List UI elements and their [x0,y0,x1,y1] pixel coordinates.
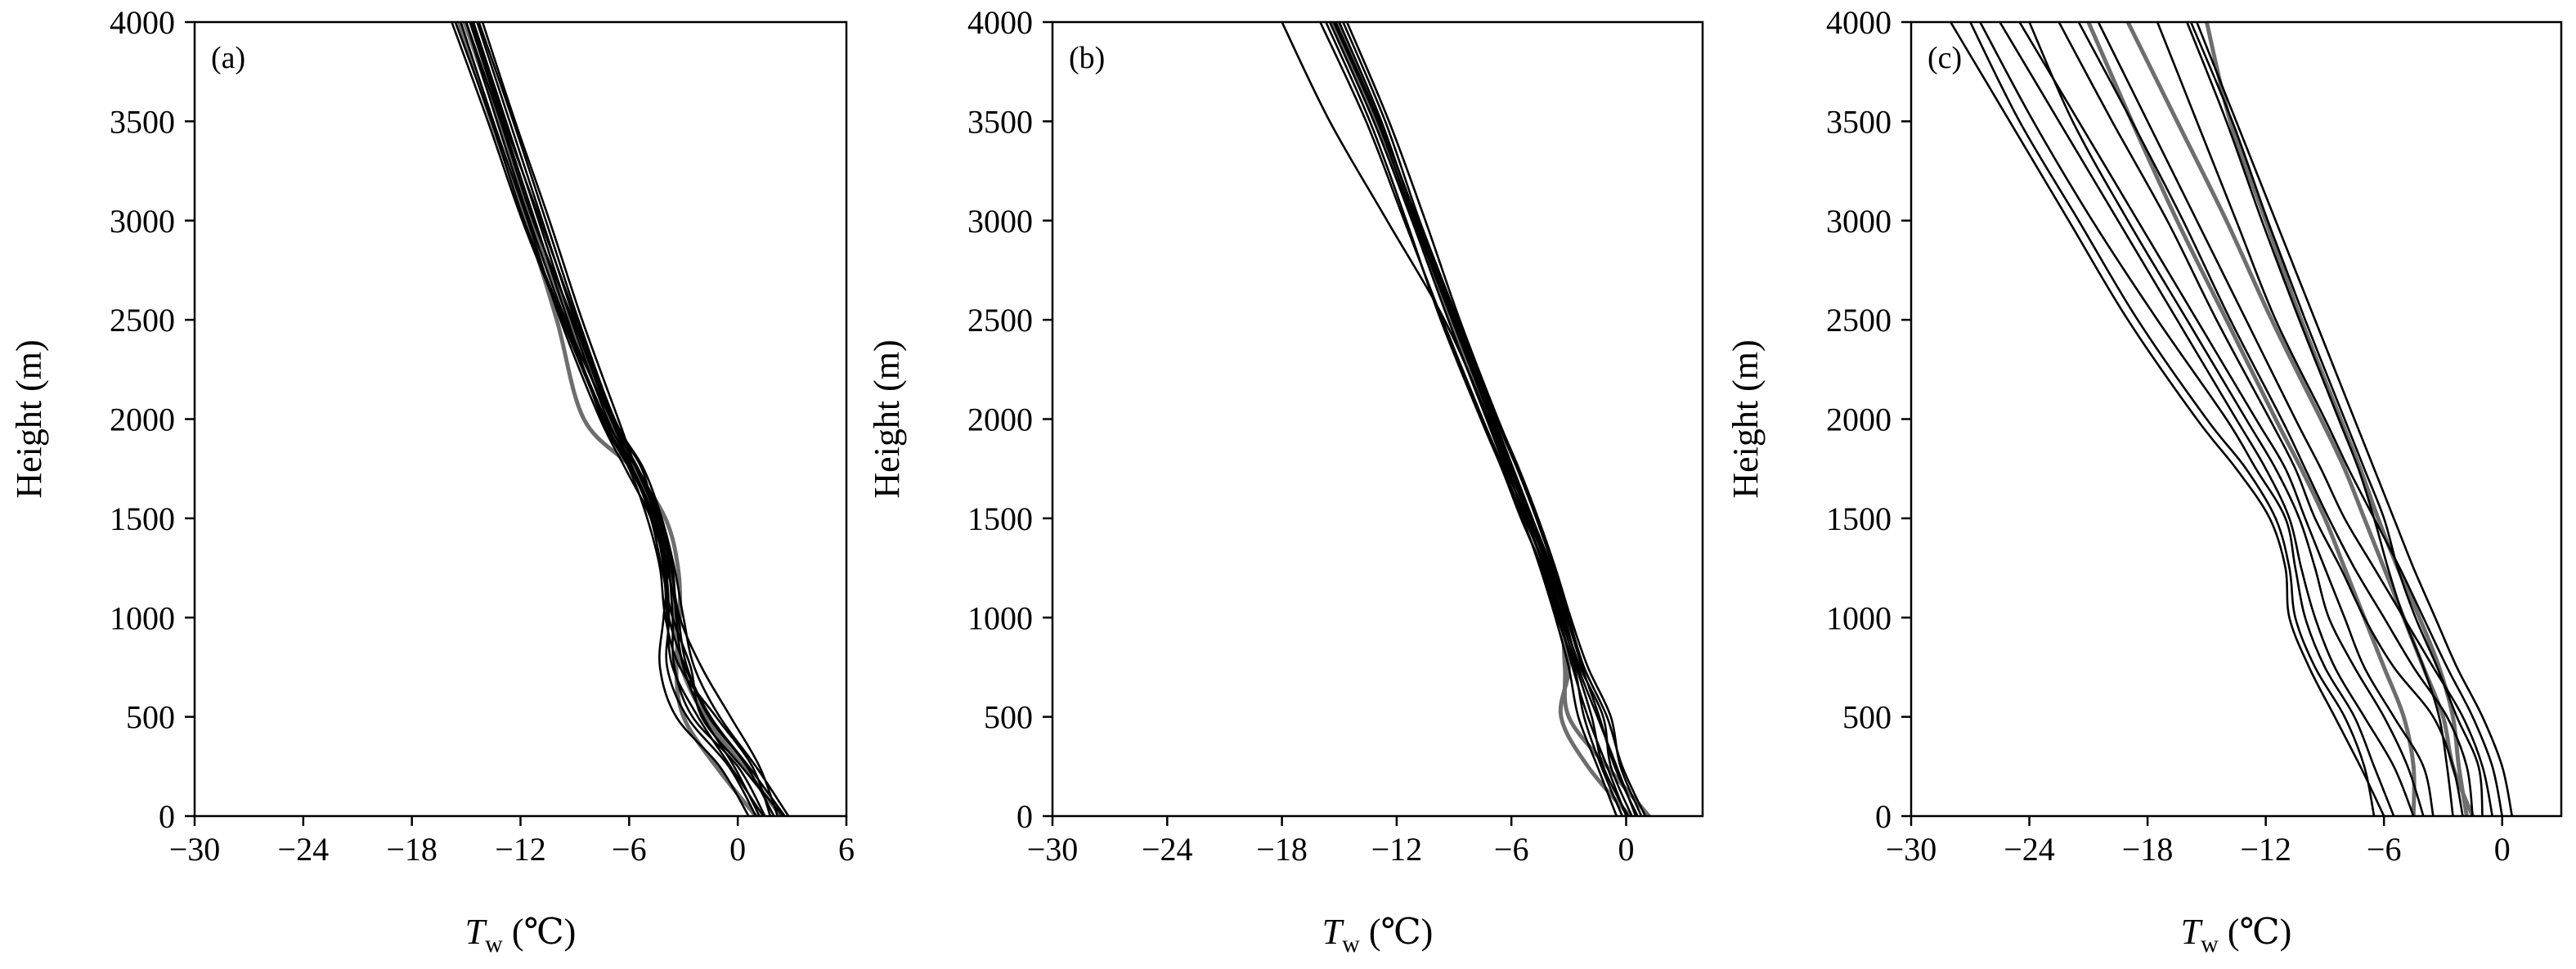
y-tick-label: 1500 [110,500,175,537]
series-line-2 [1979,22,2395,816]
y-tick-label: 3000 [110,203,175,240]
panel-3: −30 −24 −18 −12 −6 0 0 500 1000 1500 2000 2500 3000 3… [1726,4,2563,958]
y-tick-label: 3000 [967,203,1033,240]
series-line-9 [2196,22,2514,816]
x-tick-label: −30 [1886,831,1937,868]
x-tick-label: 0 [1618,831,1634,868]
x-tick-label: −6 [612,831,647,868]
x-tick-label: −12 [495,831,546,868]
y-tick-label: 1000 [967,599,1033,636]
series-line-10 [451,22,786,816]
x-tick-label: 6 [838,831,855,868]
y-tick-label: 0 [1875,798,1892,835]
series-line-2 [1342,22,1647,816]
series-line-7 [2097,22,2493,816]
y-tick-label: 500 [984,699,1033,736]
y-tick-label: 2500 [110,302,175,339]
y-tick-label: 0 [1016,798,1033,835]
x-tick-label: −6 [2367,831,2402,868]
series-line-7 [481,22,779,816]
x-tick-label: −12 [2240,831,2291,868]
y-tick-label: 2000 [1826,402,1892,438]
y-tick-label: 1000 [110,599,175,636]
series-line-13 [1949,22,2385,816]
series-group [451,22,790,816]
panel-2: −30 −24 −18 −12 −6 0 0 500 1000 1500 2000 2500 3000 3… [867,4,1704,958]
y-axis-title: Height (m) [9,339,49,498]
series-line-8 [1334,22,1639,816]
y-tick-label: 3500 [967,103,1033,140]
x-tick-label: −18 [386,831,438,868]
series-line-2 [472,22,775,816]
x-tick-label: −18 [2122,831,2174,868]
series-line-9 [1325,22,1624,816]
panel-label: (a) [211,41,245,75]
series-line-6 [2077,22,2474,816]
series-line-6 [1345,22,1643,816]
series-line-11 [470,22,765,816]
series-line-5 [2058,22,2464,816]
x-tick-label: −12 [1371,831,1423,868]
series-line-16 [2204,22,2469,816]
series-line-11 [2186,22,2454,816]
x-tick-label: −18 [1256,831,1308,868]
y-tick-label: 4000 [110,4,175,41]
series-group [1281,22,1651,816]
y-tick-label: 500 [126,699,175,736]
series-line-3 [1999,22,2415,816]
y-tick-label: 2000 [967,402,1033,438]
series-line-14 [2086,22,2417,816]
series-line-15 [2125,22,2475,816]
x-tick-label: 0 [729,831,746,868]
y-axis-title: Height (m) [1726,339,1766,498]
y-tick-label: 3000 [1826,203,1892,240]
x-tick-label: −30 [169,831,221,868]
y-tick-label: 2500 [967,302,1033,339]
series-line-12 [2028,22,2425,816]
y-tick-label: 2000 [110,402,175,438]
y-tick-label: 3500 [1826,103,1892,140]
y-tick-label: 500 [1842,699,1892,736]
y-tick-label: 1500 [967,500,1033,537]
x-axis-title: Tw (℃) [1322,912,1434,958]
series-group [1949,22,2514,816]
series-line-10 [2189,22,2484,816]
y-tick-label: 1000 [1826,599,1892,636]
x-tick-label: −24 [278,831,330,868]
series-line-3 [478,22,790,816]
y-tick-label: 3500 [110,103,175,140]
x-axis-title: Tw (℃) [2181,912,2292,958]
y-tick-label: 4000 [967,4,1033,41]
x-tick-label: −30 [1027,831,1079,868]
x-axis-title: Tw (℃) [465,912,577,958]
x-tick-label: −6 [1494,831,1529,868]
series-line-1 [1969,22,2376,816]
y-tick-label: 1500 [1826,500,1892,537]
panel-label: (c) [1928,41,1962,75]
x-tick-label: −24 [2004,831,2055,868]
y-tick-label: 4000 [1826,4,1892,41]
panel-1: −30 −24 −18 −12 −6 0 6 0 500 1000 1500 2000 2500 3000… [9,4,855,958]
x-tick-label: 0 [2494,831,2511,868]
y-tick-label: 2500 [1826,302,1892,339]
series-line-8 [2156,22,2503,816]
series-line-5 [1332,22,1633,816]
series-line-8 [469,22,772,816]
series-line-4 [460,22,757,816]
series-line-4 [2018,22,2435,816]
series-line-9 [464,22,761,816]
series-line-4 [1319,22,1618,816]
x-tick-label: −24 [1142,831,1193,868]
y-axis-title: Height (m) [867,339,907,498]
series-line-7 [1281,22,1630,816]
y-tick-label: 0 [159,798,175,835]
panel-label: (b) [1069,41,1105,75]
